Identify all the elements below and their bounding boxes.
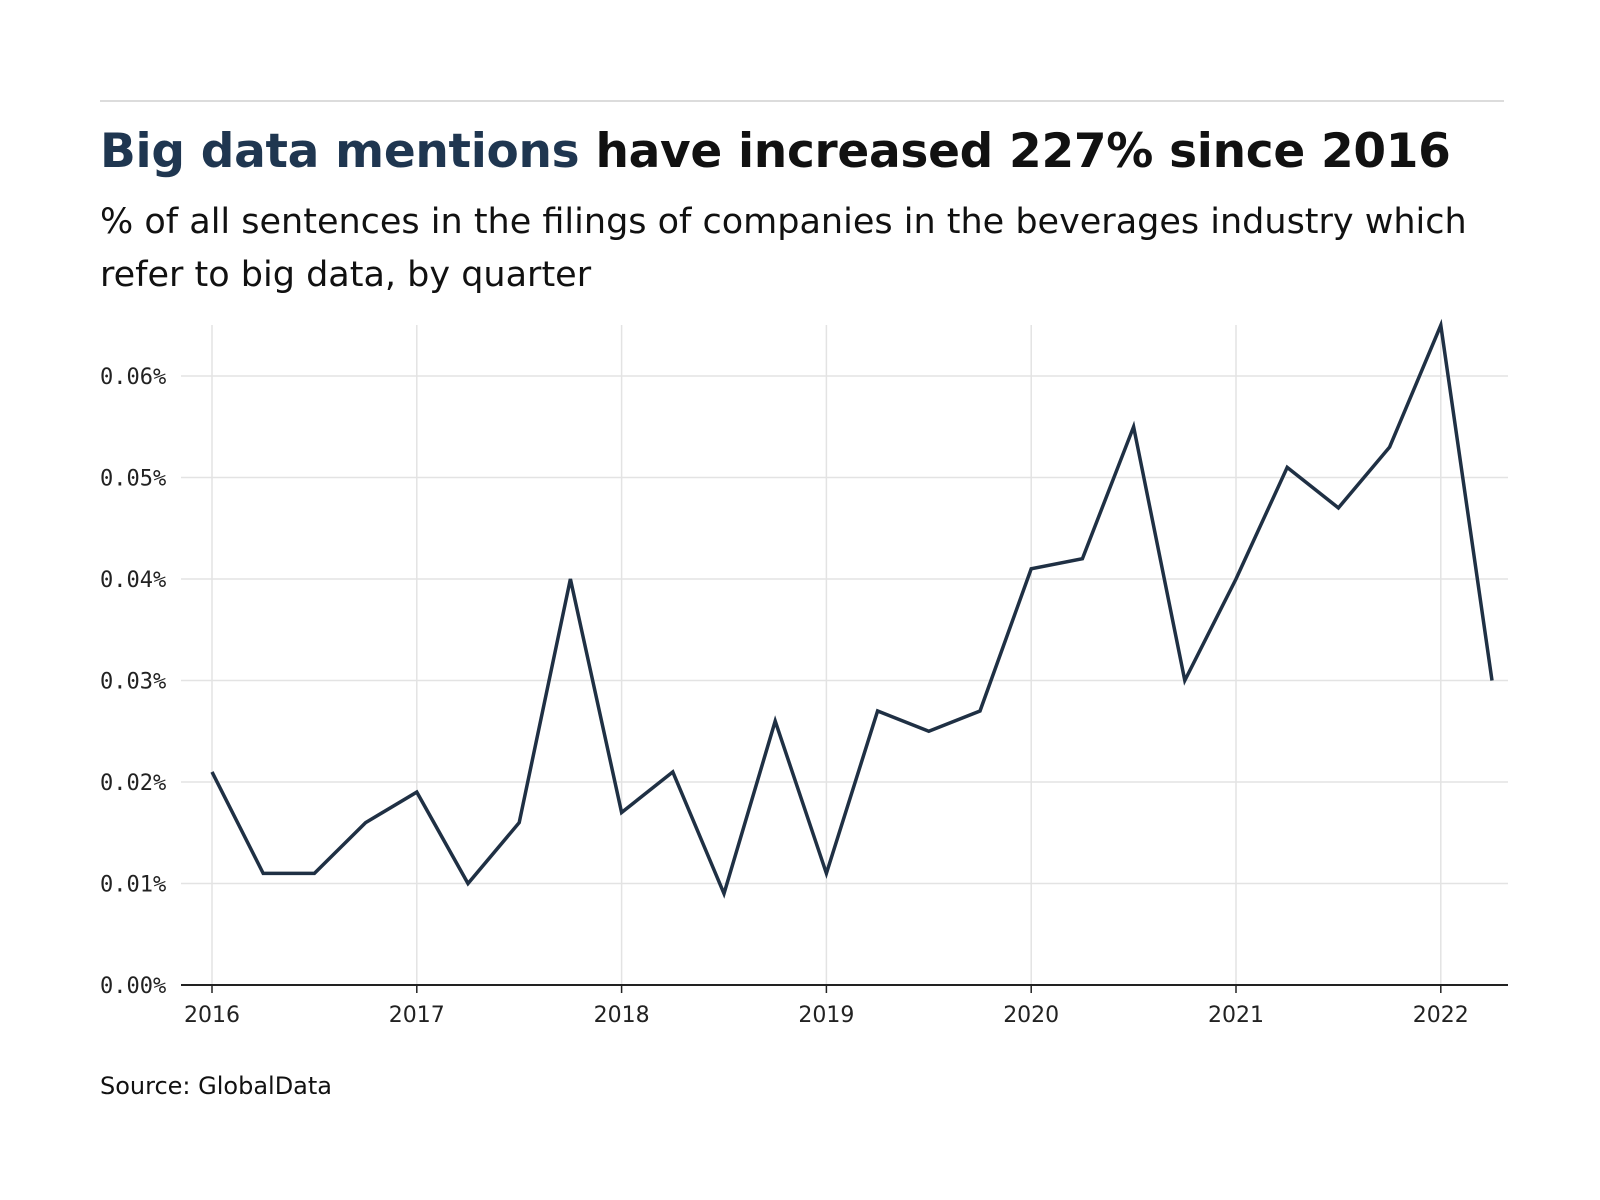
x-tick-label: 2016 bbox=[184, 1003, 240, 1028]
data-point bbox=[1388, 445, 1392, 449]
data-point bbox=[773, 719, 777, 723]
data-point bbox=[415, 790, 419, 794]
chart-title: Big data mentions have increased 227% si… bbox=[100, 124, 1451, 179]
data-point bbox=[1490, 679, 1494, 683]
data-point bbox=[1336, 506, 1340, 510]
data-point bbox=[1183, 679, 1187, 683]
x-tick-label: 2021 bbox=[1208, 1003, 1264, 1028]
title-highlight: Big data mentions bbox=[100, 124, 580, 179]
x-tick-label: 2022 bbox=[1413, 1003, 1469, 1028]
y-tick-label: 0.06% bbox=[100, 365, 166, 390]
y-tick-label: 0.05% bbox=[100, 467, 166, 492]
data-point bbox=[1080, 557, 1084, 561]
x-axis-tick-labels: 2016 2017 2018 2019 2020 2021 2022 bbox=[184, 1003, 1469, 1028]
y-tick-label: 0.01% bbox=[100, 873, 166, 898]
data-point bbox=[568, 577, 572, 581]
grid-lines bbox=[181, 325, 1508, 985]
x-tick-label: 2017 bbox=[389, 1003, 445, 1028]
data-point bbox=[1439, 323, 1443, 327]
data-point bbox=[1234, 577, 1238, 581]
axes bbox=[181, 984, 1508, 993]
data-point bbox=[312, 871, 316, 875]
y-tick-label: 0.04% bbox=[100, 568, 166, 593]
data-point bbox=[1285, 465, 1289, 469]
data-point bbox=[466, 882, 470, 886]
data-point bbox=[978, 709, 982, 713]
chart-subtitle: % of all sentences in the filings of com… bbox=[100, 202, 1467, 295]
title-rest: have increased 227% since 2016 bbox=[595, 124, 1451, 179]
series-line bbox=[210, 318, 1494, 899]
data-point bbox=[517, 821, 521, 825]
data-point bbox=[1029, 567, 1033, 571]
data-point bbox=[364, 821, 368, 825]
y-tick-label: 0.03% bbox=[100, 670, 166, 695]
x-tick-label: 2018 bbox=[594, 1003, 650, 1028]
data-point bbox=[824, 871, 828, 875]
data-point bbox=[671, 770, 675, 774]
data-point bbox=[722, 892, 726, 896]
data-point bbox=[876, 709, 880, 713]
y-tick-label: 0.00% bbox=[100, 974, 166, 999]
top-divider bbox=[100, 100, 1504, 102]
data-point bbox=[210, 770, 214, 774]
data-point bbox=[1132, 425, 1136, 429]
data-point bbox=[261, 871, 265, 875]
series-group bbox=[210, 318, 1494, 899]
x-tick-label: 2020 bbox=[1003, 1003, 1059, 1028]
y-axis-tick-labels: 0.00% 0.01% 0.02% 0.03% 0.04% 0.05% 0.06% bbox=[100, 365, 166, 999]
data-point bbox=[620, 810, 624, 814]
x-tick-label: 2019 bbox=[798, 1003, 854, 1028]
y-tick-label: 0.02% bbox=[100, 771, 166, 796]
source-note: Source: GlobalData bbox=[100, 1072, 333, 1100]
data-point bbox=[927, 729, 931, 733]
